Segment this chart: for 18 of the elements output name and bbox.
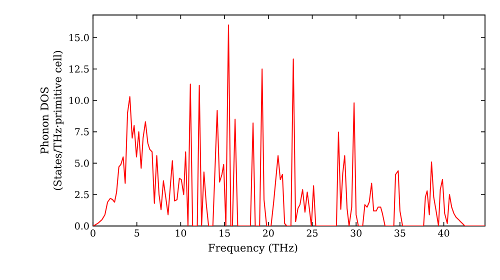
x-axis-title: Frequency (THz) bbox=[208, 244, 298, 254]
y-tick-label: 10.0 bbox=[69, 96, 89, 104]
x-tick-label: 20 bbox=[262, 230, 274, 237]
y-tick-label: 2.5 bbox=[75, 191, 89, 198]
x-tick-label: 5 bbox=[134, 230, 140, 237]
y-tick-label: 7.5 bbox=[75, 128, 89, 136]
x-tick-label: 10 bbox=[176, 230, 186, 237]
x-tick-label: 0 bbox=[90, 230, 96, 237]
x-tick-label: 35 bbox=[394, 230, 406, 237]
x-tick-label: 40 bbox=[438, 230, 450, 237]
y-tick-label: 15.0 bbox=[69, 34, 89, 42]
x-tick-label: 30 bbox=[350, 230, 362, 237]
y-tick-label: 5.0 bbox=[75, 160, 89, 167]
x-tick-label: 25 bbox=[306, 230, 318, 237]
y-tick-label: 0.0 bbox=[75, 222, 89, 230]
y-tick-label: 12.5 bbox=[69, 65, 89, 73]
y-axis-title: Phonon DOS (States/THz·primitive cell) bbox=[40, 50, 64, 190]
x-tick-label: 15 bbox=[220, 230, 230, 237]
